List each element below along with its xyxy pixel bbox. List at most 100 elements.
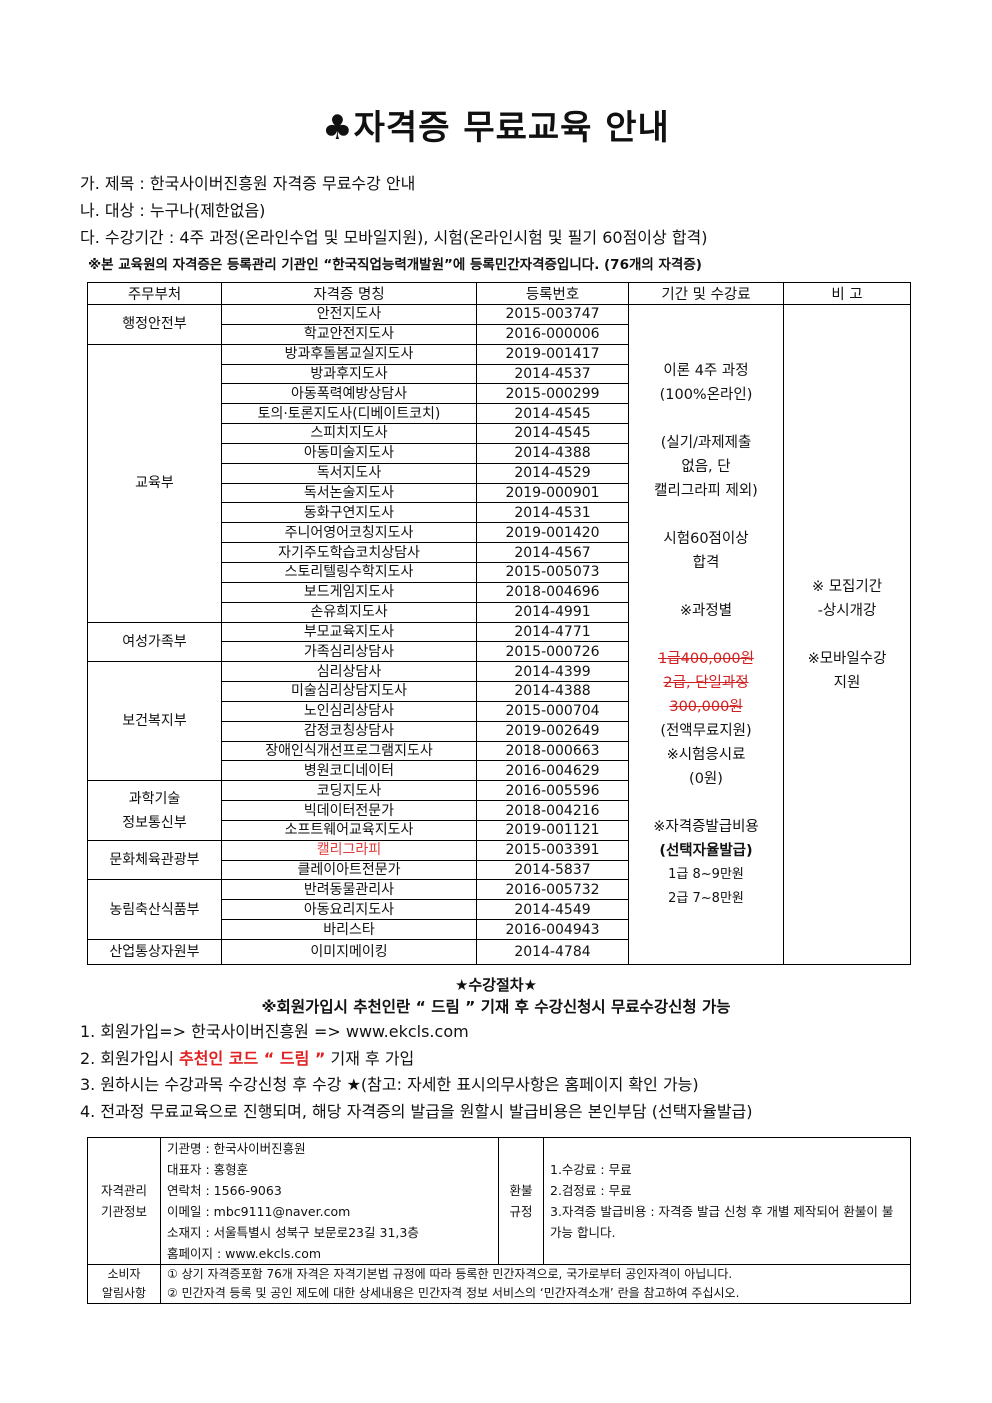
ministry-line: 행정안전부 (122, 316, 187, 333)
table-row: 미술심리상담지도사 2014-4388 (88, 681, 911, 702)
cert-name: 감정코칭상담사 (221, 720, 477, 742)
reg-number: 2019-002649 (476, 720, 629, 742)
procedure-item: 2. 회원가입시 추천인 코드 “ 드림 ” 기재 후 가입 (80, 1046, 753, 1073)
cert-name: 미술심리상담지도사 (221, 681, 477, 702)
refund-line: 2.검정료 : 무료 (550, 1183, 632, 1198)
text-line: 시험60점이상 (663, 530, 749, 547)
reg-number: 2014-5837 (476, 859, 629, 881)
cert-name: 아동요리지도사 (221, 899, 477, 921)
ministry-line: 여성가족부 (122, 633, 187, 650)
cert-name: 손유희지도사 (221, 601, 477, 623)
cert-name: 장애인식개선프로그램지도사 (221, 740, 477, 762)
refund-line: 1.수강료 : 무료 (550, 1162, 632, 1177)
text-block: ※자격증발급비용 (629, 815, 783, 839)
ministry-line: 산업통상자원부 (109, 944, 200, 960)
text-line: (실기/과제제출 (660, 434, 752, 451)
ministry-line: 문화체육관광부 (109, 852, 200, 869)
info-table: 자격관리 기관정보 기관명 : 한국사이버진흥원 대표자 : 홍형훈 연락처 : 15… (87, 1137, 911, 1304)
cert-name: 부모교육지도사 (221, 621, 477, 643)
title: ♣자격증 무료교육 안내 (322, 108, 670, 148)
reg-number: 2016-005732 (476, 879, 629, 901)
text-line: ※모바일수강 (807, 650, 887, 667)
reg-number: 2018-004216 (476, 800, 629, 821)
table-row: 바리스타 2016-004943 (88, 919, 911, 940)
table-row: 토의·토론지도사(디베이트코치) 2014-4545 (88, 403, 911, 425)
reg-number: 2016-000006 (476, 323, 629, 345)
procedure-text: 2. 회원가입시 (80, 1048, 180, 1068)
label-line: 규정 (509, 1204, 533, 1219)
cert-name: 독서지도사 (221, 462, 477, 484)
text-line: (선택자율발급) (659, 842, 753, 859)
ministry-cell: 여성가족부 (87, 621, 222, 663)
text-line: (100%온라인) (659, 386, 753, 403)
refund-line: 3.자격증 발급비용 : 자격증 발급 신청 후 개별 제작되어 환불이 불가능… (550, 1204, 894, 1240)
cert-name: 클레이아트전문가 (221, 859, 477, 881)
procedure-title: ★수강절차★ (454, 976, 538, 994)
reg-number: 2014-4545 (476, 423, 629, 444)
intro-lines: 가. 제목 : 한국사이버진흥원 자격증 무료수강 안내 나. 대상 : 누구나(… (80, 170, 708, 251)
ministry-cell: 산업통상자원부 (87, 939, 222, 965)
table-row: 아동폭력예방상담사 2015-000299 (88, 383, 911, 405)
text-block: (실기/과제제출 없음, 단 캘리그라피 제외) (629, 431, 783, 503)
label-line: 알림사항 (101, 1286, 147, 1300)
fee-cell: 이론 4주 과정 (100%온라인) (실기/과제제출 없음, 단 캘리그라피 제외) 시… (628, 304, 784, 965)
cert-name: 보드게임지도사 (221, 581, 477, 603)
reg-number: 2019-001420 (476, 522, 629, 544)
text-line: 2급, 단일과정 (663, 674, 749, 691)
text-line: 캘리그라피 제외) (654, 482, 758, 499)
cert-name: 병원코디네이터 (221, 760, 477, 782)
text-line: 합격 (692, 554, 720, 571)
org-label: 자격관리 기관정보 (87, 1137, 161, 1265)
text-line: 지원 (833, 674, 861, 691)
cert-name: 자기주도학습코치상담사 (221, 542, 477, 563)
column-header: 주무부처 (87, 282, 222, 305)
certificate-table: 주무부처 자격증 명칭 등록번호 기간 및 수강료 비 고 행정안전부 안전지도사 2015… (87, 282, 911, 965)
table-row: 가족심리상담사 2015-000726 (88, 641, 911, 663)
procedure-item: 3. 원하시는 수강과목 수강신청 후 수강 ★(참고: 자세한 표시의무사항은… (80, 1072, 753, 1099)
ministry-line: 교육부 (135, 475, 174, 492)
table-row: 스피치지도사 2014-4545 (88, 423, 911, 444)
text-block: (전액무료지원) ※시험응시료 (0원) (629, 719, 783, 791)
consumer-notices: ① 상기 자격증포함 76개 자격은 자격기본법 규정에 따라 등록한 민간자격… (160, 1264, 911, 1304)
cert-name: 동화구연지도사 (221, 502, 477, 524)
procedure-text: 4. 전과정 무료교육으로 진행되며, 해당 자격증의 발급을 원할시 발급비용… (80, 1102, 753, 1122)
text-block: (선택자율발급) (629, 839, 783, 863)
table-row: 동화구연지도사 2014-4531 (88, 502, 911, 524)
ministry-cell: 보건복지부 (87, 661, 222, 782)
table-row: 독서논술지도사 2019-000901 (88, 482, 911, 504)
ministry-line: 과학기술 (128, 790, 181, 807)
cert-name: 스토리텔링수학지도사 (221, 561, 477, 583)
cert-name: 노인심리상담사 (221, 700, 477, 722)
cert-name: 주니어영어코칭지도사 (221, 522, 477, 544)
reg-number: 2015-003391 (476, 839, 629, 861)
column-header: 자격증 명칭 (221, 282, 477, 305)
org-line: 연락처 : 1566-9063 (167, 1183, 282, 1198)
org-line: 이메일 : mbc9111@naver.com (167, 1204, 351, 1219)
text-line: 1급400,000원 (658, 650, 754, 667)
reg-number: 2014-4545 (476, 403, 629, 425)
text-block: 1급 8~9만원 2급 7~8만원 (629, 863, 783, 911)
ministry-cell: 교육부 (87, 343, 222, 623)
label-line: 소비자 (107, 1267, 141, 1281)
ministry-cell: 문화체육관광부 (87, 839, 222, 881)
org-info: 기관명 : 한국사이버진흥원 대표자 : 홍형훈 연락처 : 1566-9063 이메… (160, 1137, 499, 1265)
text-line: 300,000원 (669, 698, 743, 715)
reg-number: 2014-4991 (476, 601, 629, 623)
intro-line: 나. 대상 : 누구나(제한없음) (80, 201, 266, 220)
text-line: 2급 7~8만원 (668, 890, 744, 906)
procedure-text: 1. 회원가입=> 한국사이버진흥원 => www.ekcls.com (80, 1022, 469, 1041)
reg-number: 2014-4531 (476, 502, 629, 524)
label-line: 환불 (509, 1183, 533, 1198)
reg-number: 2016-004629 (476, 760, 629, 782)
reg-number: 2015-005073 (476, 561, 629, 583)
cert-name: 심리상담사 (221, 661, 477, 683)
procedure-text: 3. 원하시는 수강과목 수강신청 후 수강 ★(참고: 자세한 표시의무사항은… (80, 1075, 699, 1095)
reg-number: 2014-4771 (476, 621, 629, 643)
cert-name: 캘리그라피 (221, 839, 477, 861)
cert-name: 학교안전지도사 (221, 323, 477, 345)
header-row: 주무부처 자격증 명칭 등록번호 기간 및 수강료 비 고 (87, 282, 911, 305)
cert-name: 가족심리상담사 (221, 641, 477, 663)
